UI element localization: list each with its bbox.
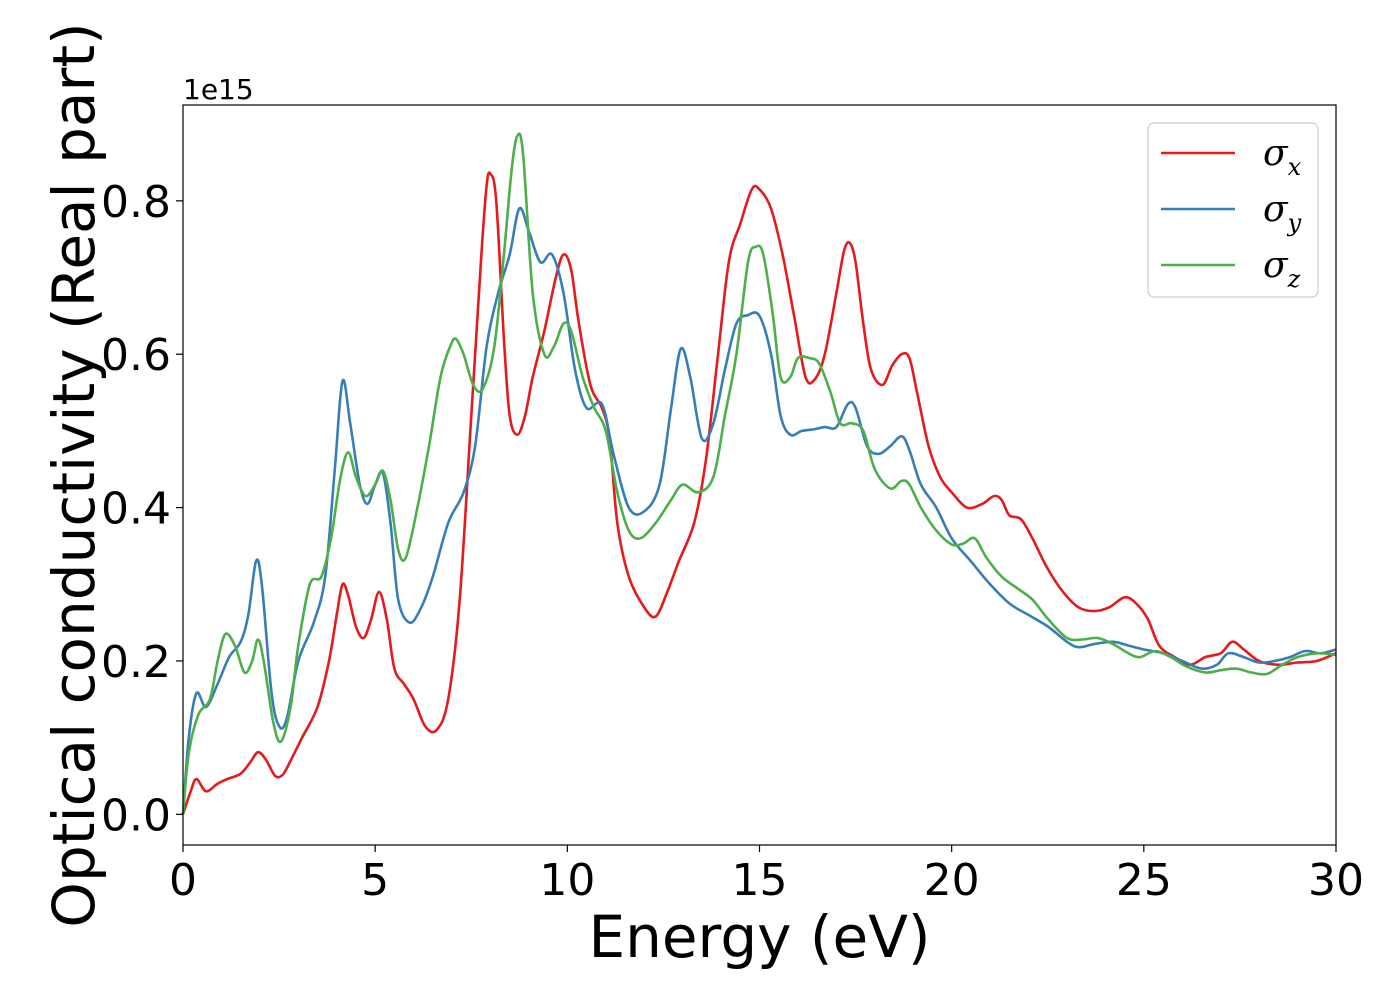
legend-subscript: y — [1287, 209, 1302, 237]
y-tick-label: 0.4 — [101, 484, 171, 535]
x-tick-label: 20 — [924, 855, 980, 906]
x-tick-label: 5 — [361, 855, 389, 906]
x-tick-label: 10 — [539, 855, 595, 906]
x-tick-label: 25 — [1116, 855, 1172, 906]
y-axis: 0.0 0.2 0.4 0.6 0.8 — [101, 177, 183, 841]
y-tick-label: 0.8 — [101, 177, 171, 228]
legend-subscript: z — [1287, 265, 1301, 293]
series-line-y — [181, 206, 1337, 815]
y-axis-offset-label: 1e15 — [183, 73, 254, 106]
x-tick-label: 0 — [169, 855, 197, 906]
legend-subscript: x — [1288, 153, 1302, 181]
legend-label-x: σx — [1263, 133, 1302, 181]
legend-label-y: σy — [1263, 189, 1302, 237]
x-tick-label: 15 — [732, 855, 788, 906]
x-axis: 0 5 10 15 20 25 30 — [169, 845, 1364, 906]
x-tick-label: 30 — [1308, 855, 1364, 906]
x-axis-title: Energy (eV) — [588, 903, 930, 971]
y-axis-title: Optical conductivity (Real part) — [40, 22, 108, 927]
y-tick-label: 0.6 — [101, 330, 171, 381]
series-line-z — [181, 132, 1337, 815]
series-line-x — [181, 171, 1337, 815]
y-tick-label: 0.2 — [101, 637, 171, 688]
y-tick-label: 0.0 — [101, 790, 171, 841]
series-lines — [181, 132, 1337, 815]
